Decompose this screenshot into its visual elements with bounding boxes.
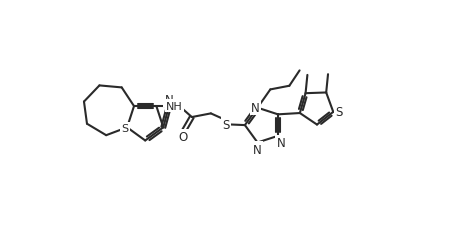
Text: S: S xyxy=(335,106,342,119)
Text: N: N xyxy=(277,136,285,149)
Text: N: N xyxy=(253,143,261,156)
Text: S: S xyxy=(223,118,230,131)
Text: N: N xyxy=(251,101,260,114)
Text: N: N xyxy=(165,94,173,107)
Text: S: S xyxy=(122,123,129,133)
Text: NH: NH xyxy=(166,101,183,111)
Text: O: O xyxy=(179,131,188,144)
